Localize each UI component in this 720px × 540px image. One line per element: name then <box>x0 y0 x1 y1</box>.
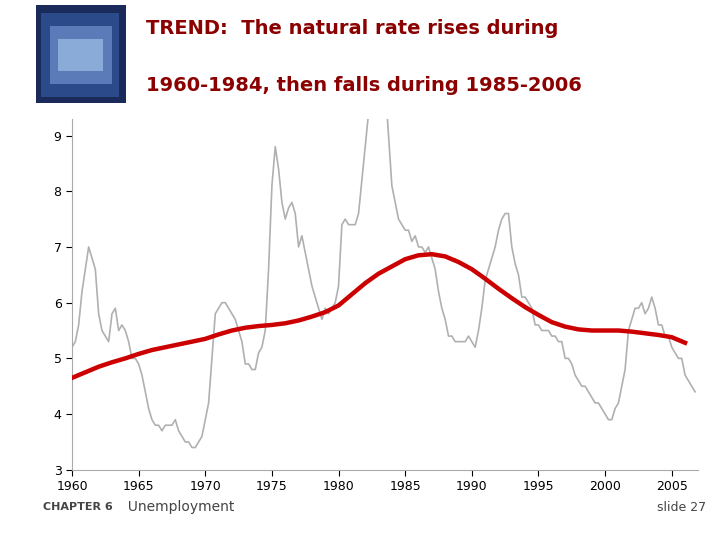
FancyBboxPatch shape <box>36 5 125 103</box>
FancyBboxPatch shape <box>50 26 112 84</box>
Text: TREND:  The natural rate rises during: TREND: The natural rate rises during <box>146 19 559 38</box>
Text: 1960-1984, then falls during 1985-2006: 1960-1984, then falls during 1985-2006 <box>146 76 582 94</box>
FancyBboxPatch shape <box>41 13 119 97</box>
Text: CHAPTER 6: CHAPTER 6 <box>42 502 112 512</box>
FancyBboxPatch shape <box>58 39 103 71</box>
Text: Unemployment: Unemployment <box>119 501 234 514</box>
Text: slide 27: slide 27 <box>657 501 706 514</box>
